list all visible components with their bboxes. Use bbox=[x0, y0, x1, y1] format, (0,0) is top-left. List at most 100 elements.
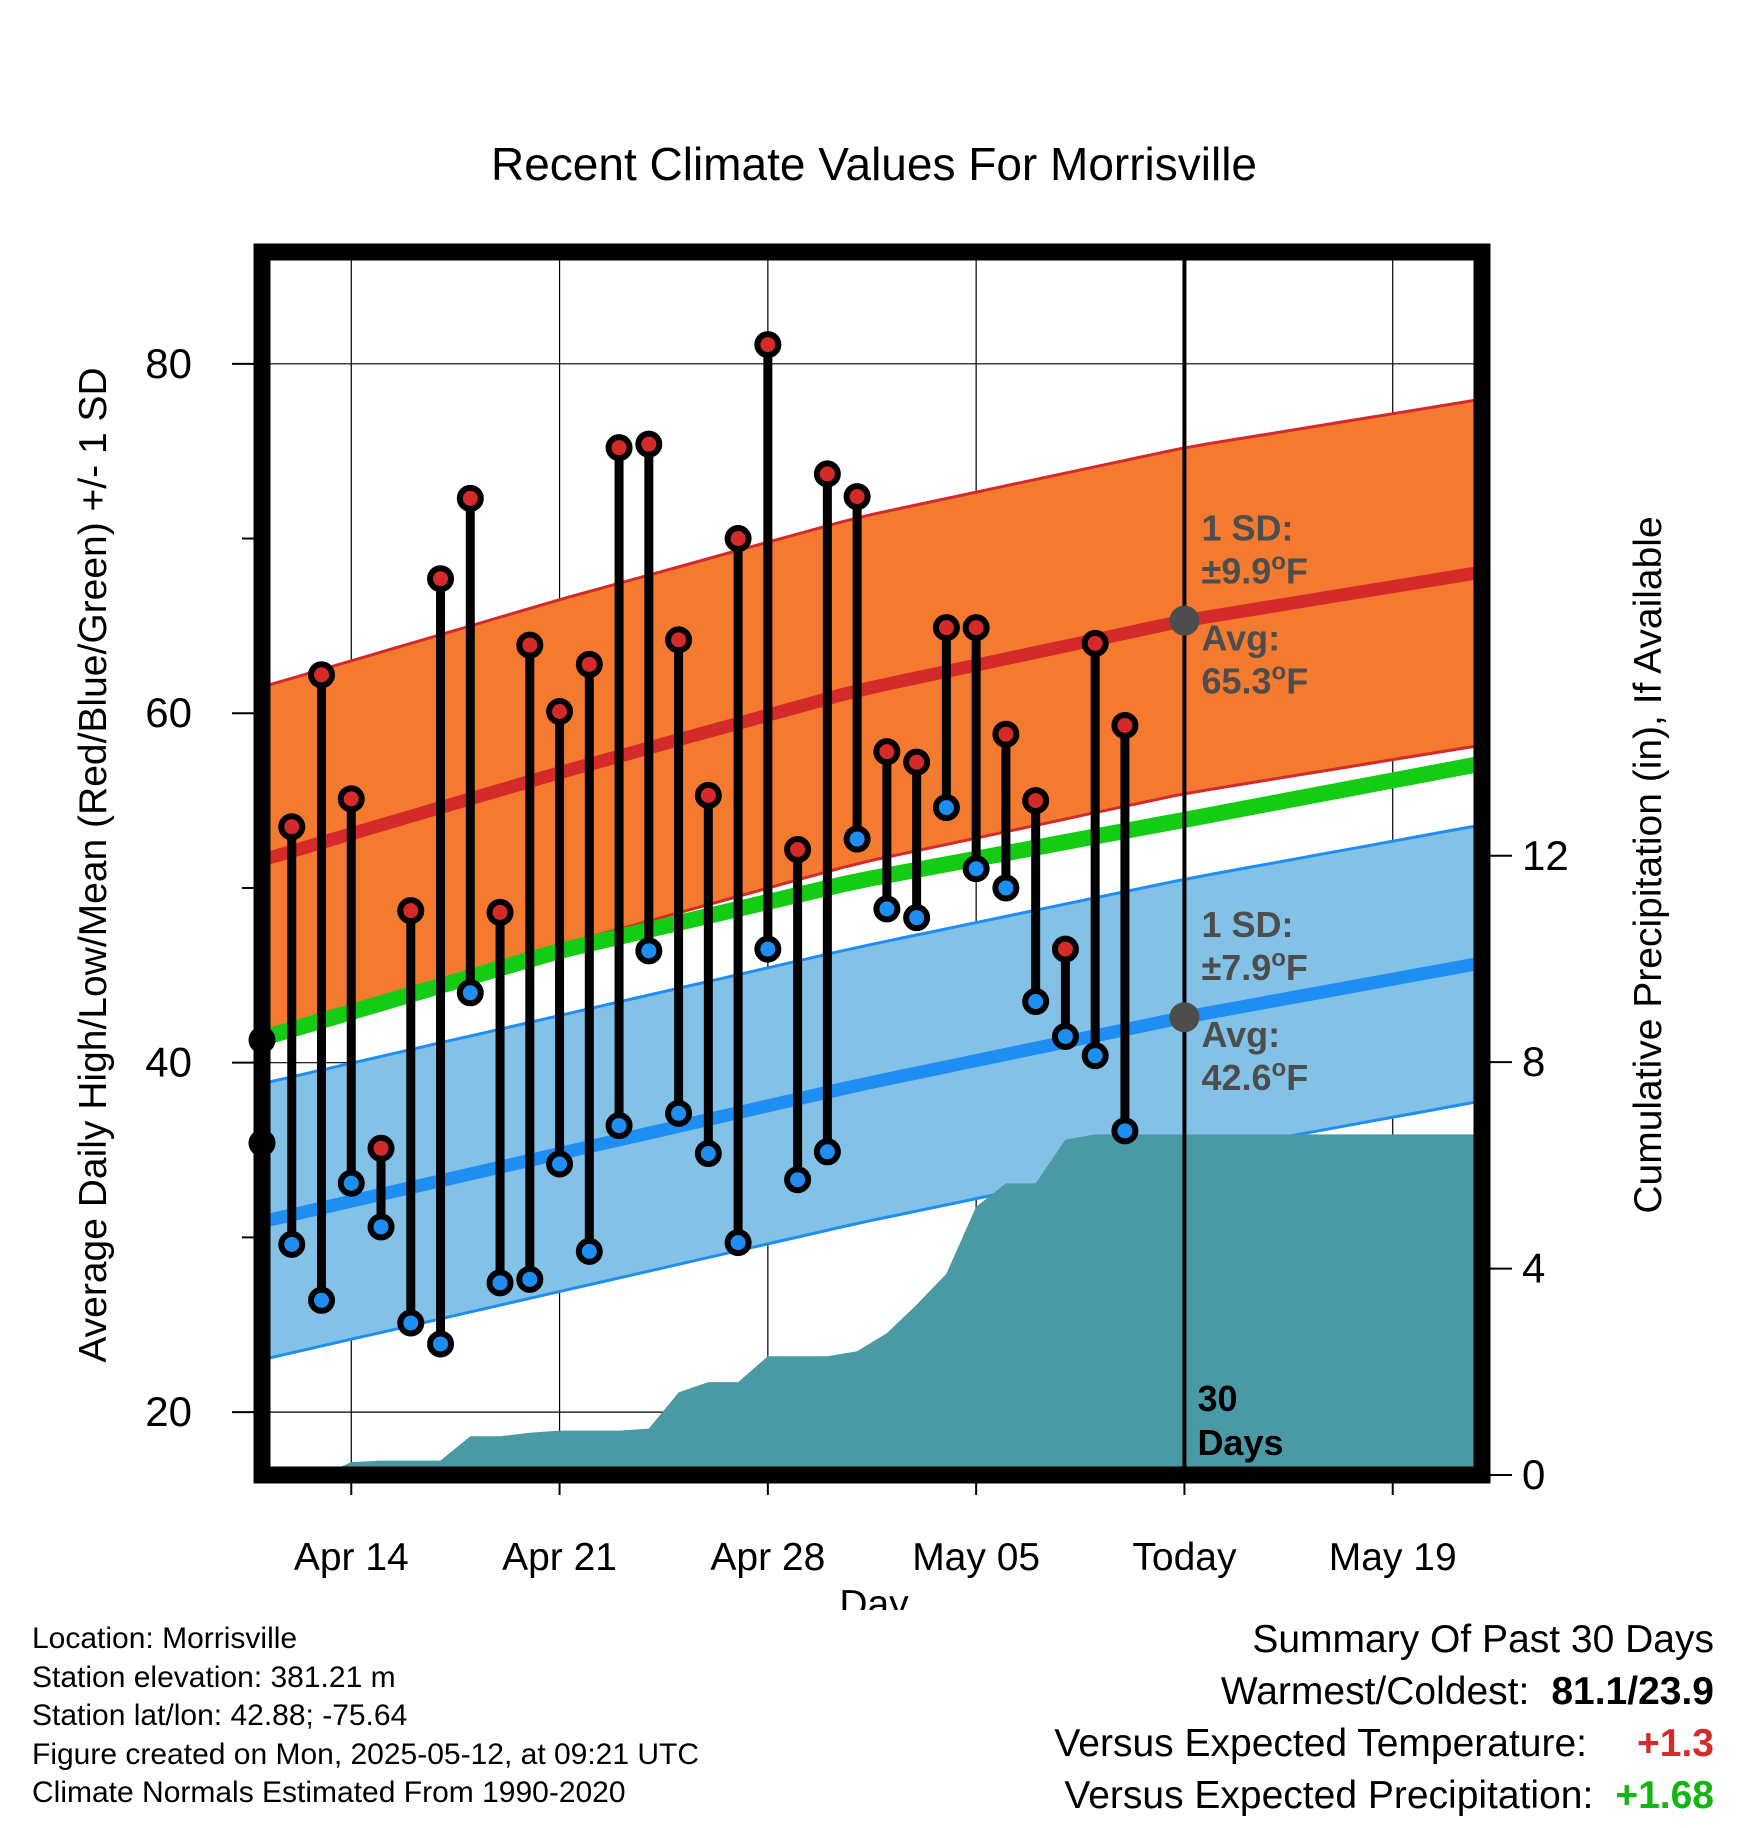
low-sd-label-part: 1 SD: bbox=[1201, 904, 1293, 945]
daily-low-point bbox=[1051, 1022, 1079, 1050]
daily-low-point bbox=[575, 1237, 603, 1265]
x-tick-label: Apr 21 bbox=[502, 1536, 617, 1579]
y2-tick-label: 12 bbox=[1522, 832, 1569, 879]
precip-area bbox=[321, 1134, 1482, 1475]
daily-low-point bbox=[754, 935, 782, 963]
today-high-average-marker bbox=[1169, 605, 1200, 636]
station-info: Location: Morrisville Station elevation:… bbox=[32, 1620, 932, 1813]
daily-low-point bbox=[1022, 988, 1050, 1016]
x-tick-label: Apr 28 bbox=[710, 1536, 825, 1579]
low-avg-label-part: Avg: bbox=[1201, 1014, 1280, 1055]
low-sd-value-part: F bbox=[1286, 947, 1308, 988]
daily-low-point bbox=[516, 1265, 544, 1293]
high-avg-value-part: F bbox=[1286, 661, 1308, 702]
daily-low-point bbox=[278, 1230, 306, 1258]
daily-low-point bbox=[665, 1099, 693, 1127]
high-sd-band-fill bbox=[262, 399, 1482, 1034]
daily-low-point bbox=[992, 874, 1020, 902]
low-sd-label: 1 SD: bbox=[1201, 904, 1293, 945]
low-sd-value-part: ±7.9 bbox=[1201, 947, 1271, 988]
daily-low-point bbox=[694, 1140, 722, 1168]
high-sd-label: 1 SD: bbox=[1201, 508, 1293, 549]
low-sd-value-part: o bbox=[1271, 945, 1286, 972]
daily-low-point bbox=[635, 937, 663, 965]
x-axis-label: Day bbox=[839, 1583, 909, 1610]
daily-low-point bbox=[337, 1169, 365, 1197]
daily-high-point bbox=[784, 836, 812, 864]
plot-frame bbox=[253, 243, 1491, 1484]
daily-high-point bbox=[694, 781, 722, 809]
daily-high-point bbox=[367, 1134, 395, 1162]
daily-high-point bbox=[962, 614, 990, 642]
chart-title: Recent Climate Values For Morrisville bbox=[491, 138, 1257, 190]
low-avg-value-part: 42.6 bbox=[1201, 1057, 1271, 1098]
y-axis-label: Average Daily High/Low/Mean (Red/Blue/Gr… bbox=[72, 367, 115, 1362]
daily-high-point bbox=[813, 460, 841, 488]
daily-low-point bbox=[724, 1229, 752, 1257]
daily-low-point bbox=[962, 855, 990, 883]
daily-high-point bbox=[665, 626, 693, 654]
daily-high-point bbox=[903, 748, 931, 776]
temperature-row: Versus Expected Temperature: +1.3 bbox=[1054, 1718, 1714, 1770]
daily-values bbox=[248, 252, 1200, 1475]
daily-low-point bbox=[605, 1112, 633, 1140]
y2-axis-label: Cumulative Precipitation (in), If Availa… bbox=[1627, 516, 1670, 1213]
days-word-label: Days bbox=[1197, 1422, 1283, 1463]
high-sd-label-part: 1 SD: bbox=[1201, 508, 1293, 549]
daily-low-point bbox=[308, 1286, 336, 1314]
low-avg-value-part: F bbox=[1286, 1057, 1308, 1098]
daily-low-point bbox=[486, 1269, 514, 1297]
y-tick-label: 40 bbox=[145, 1039, 192, 1086]
high-avg-value-part: o bbox=[1272, 659, 1287, 686]
high-avg-value-part: 65.3 bbox=[1201, 661, 1271, 702]
daily-low-point bbox=[427, 1330, 455, 1358]
high-sd-band-upper-edge bbox=[261, 397, 1483, 689]
warmest-coldest-row: Warmest/Coldest: 81.1/23.9 bbox=[1054, 1666, 1714, 1718]
low-avg-value: 42.6oF bbox=[1201, 1055, 1308, 1098]
daily-high-point bbox=[1051, 935, 1079, 963]
temperature-label: Versus Expected Temperature: bbox=[1054, 1722, 1587, 1765]
x-tick-label: Today bbox=[1132, 1536, 1237, 1579]
normal-bands bbox=[259, 397, 1484, 1362]
daily-high-point bbox=[1081, 629, 1109, 657]
daily-high-point bbox=[308, 661, 336, 689]
precipitation-row: Versus Expected Precipitation: +1.68 bbox=[1054, 1770, 1714, 1822]
days-count-label: 30 bbox=[1197, 1378, 1237, 1419]
daily-high-point bbox=[397, 897, 425, 925]
summary-title: Summary Of Past 30 Days bbox=[1252, 1618, 1714, 1661]
high-sd-value: ±9.9oF bbox=[1201, 549, 1307, 592]
axis-ticks: Apr 14 Apr 21 Apr 28 May 05 Today May 1920406… bbox=[145, 340, 1568, 1579]
daily-low-point bbox=[932, 794, 960, 822]
daily-high-point bbox=[278, 813, 306, 841]
daily-low-point bbox=[843, 825, 871, 853]
daily-high-point bbox=[486, 898, 514, 926]
daily-low-point bbox=[397, 1309, 425, 1337]
y-tick-label: 20 bbox=[145, 1388, 192, 1435]
daily-high-point bbox=[516, 631, 544, 659]
daily-high-point bbox=[575, 650, 603, 678]
high-avg-label-part: Avg: bbox=[1201, 618, 1280, 659]
low-average-line bbox=[260, 956, 1484, 1229]
daily-high-point bbox=[546, 697, 574, 725]
y-tick-label: 80 bbox=[145, 340, 192, 387]
low-sd-band-upper-edge bbox=[261, 823, 1483, 1086]
daily-low-point bbox=[456, 979, 484, 1007]
cumulative-precip-area bbox=[321, 1134, 1482, 1475]
plot-border bbox=[253, 243, 1491, 1484]
created-text: Figure created on Mon, 2025-05-12, at 09… bbox=[32, 1737, 700, 1771]
daily-low-point bbox=[784, 1166, 812, 1194]
location-text: Location: Morrisville bbox=[32, 1622, 298, 1655]
daily-high-point bbox=[873, 738, 901, 766]
y2-tick-label: 0 bbox=[1522, 1451, 1545, 1498]
daily-low-point bbox=[903, 904, 931, 932]
daily-high-point bbox=[456, 484, 484, 512]
low-sd-value: ±7.9oF bbox=[1201, 945, 1307, 988]
summary-panel: Summary Of Past 30 Days Warmest/Coldest:… bbox=[1054, 1614, 1714, 1822]
y2-tick-label: 4 bbox=[1522, 1245, 1545, 1292]
low-avg-value-part: o bbox=[1272, 1055, 1287, 1082]
normals-text: Climate Normals Estimated From 1990-2020 bbox=[32, 1776, 626, 1809]
latlon-text: Station lat/lon: 42.88; -75.64 bbox=[32, 1699, 408, 1732]
y2-tick-label: 8 bbox=[1522, 1038, 1545, 1085]
warmest-label: Warmest/Coldest: bbox=[1220, 1670, 1530, 1713]
